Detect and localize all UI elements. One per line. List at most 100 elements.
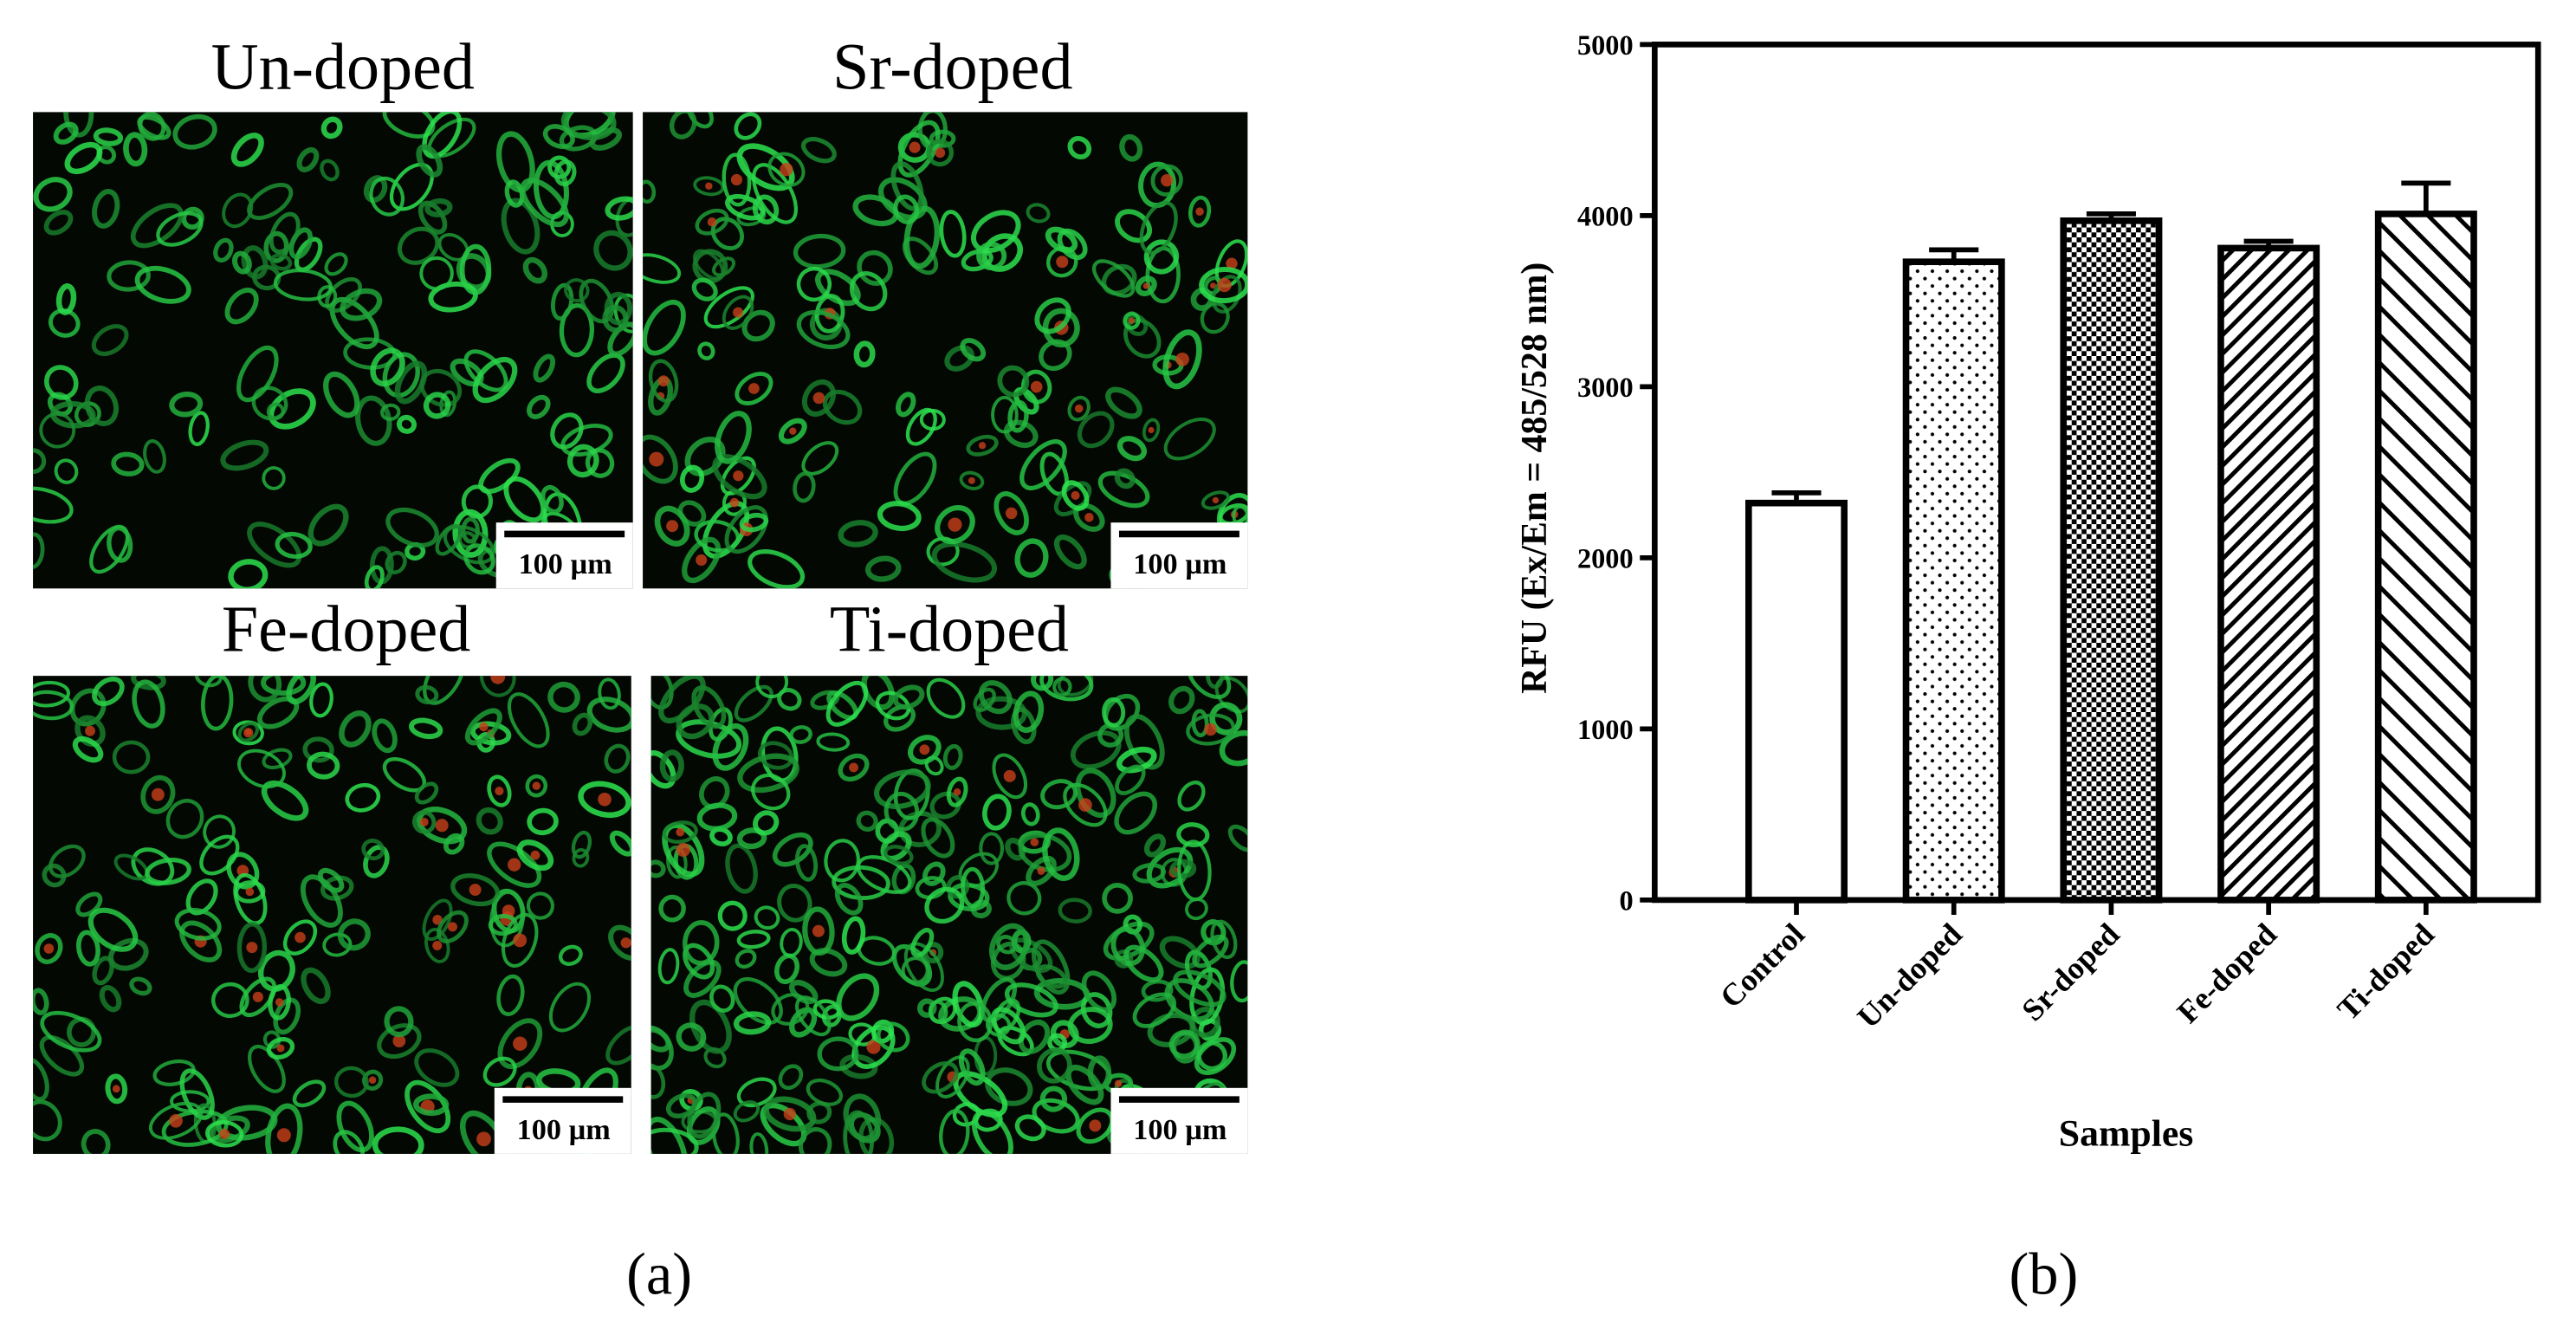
cell — [292, 1079, 327, 1108]
cell-nucleus — [953, 787, 961, 796]
cell-nucleus — [508, 858, 521, 872]
cell — [717, 900, 748, 931]
cell — [105, 1073, 128, 1105]
cell — [777, 688, 802, 711]
cell — [1115, 209, 1153, 243]
cell — [991, 1007, 1026, 1045]
cell-nucleus — [1056, 256, 1069, 269]
cell — [301, 967, 331, 1005]
cell — [959, 470, 985, 490]
y-tick-label: 0 — [1619, 885, 1633, 916]
cell — [1201, 490, 1230, 510]
cell — [715, 411, 752, 464]
cell — [1176, 822, 1210, 848]
cell — [1203, 275, 1223, 295]
cell — [450, 358, 484, 387]
y-tick-label: 5000 — [1577, 29, 1634, 61]
cell — [323, 371, 360, 418]
y-tick-label: 3000 — [1577, 372, 1634, 403]
cell-nucleus — [909, 141, 921, 153]
cell — [753, 810, 780, 836]
cell — [877, 501, 922, 532]
cell-nucleus — [252, 991, 263, 1002]
cell — [72, 736, 104, 763]
cell — [876, 1021, 910, 1053]
cell — [1077, 411, 1115, 449]
cell — [64, 141, 103, 175]
cell — [416, 807, 468, 845]
cell — [463, 543, 495, 575]
cell — [605, 196, 633, 221]
cell — [488, 914, 518, 936]
cell — [905, 407, 937, 446]
cell — [703, 286, 754, 329]
cell — [572, 848, 590, 868]
cell — [233, 872, 268, 925]
cell — [789, 725, 812, 744]
cell — [733, 1100, 761, 1123]
cell — [275, 531, 313, 559]
cell — [834, 883, 864, 916]
cell — [654, 505, 690, 547]
cell — [1123, 311, 1141, 330]
cell — [145, 857, 191, 885]
cell — [1058, 898, 1092, 923]
cell — [91, 324, 129, 356]
cell — [1105, 386, 1142, 419]
cell — [1135, 275, 1157, 297]
cell — [1194, 1037, 1237, 1075]
cell — [566, 444, 599, 478]
cell-nucleus — [43, 943, 55, 954]
cell — [589, 126, 623, 151]
cell — [81, 1129, 111, 1154]
cell — [874, 769, 931, 809]
cell-nucleus — [276, 1128, 291, 1143]
cell-nucleus — [676, 842, 690, 857]
cell — [720, 456, 756, 496]
y-tick-label: 2000 — [1577, 542, 1634, 574]
cell — [650, 750, 676, 789]
cell — [261, 676, 307, 696]
cell-nucleus — [513, 1036, 527, 1051]
cell — [369, 176, 405, 217]
cell — [520, 178, 569, 228]
cell — [33, 532, 45, 569]
scale-bar-label: 100 µm — [1133, 1113, 1227, 1146]
cell — [35, 933, 63, 964]
cell — [527, 807, 559, 836]
cell — [793, 233, 846, 269]
cell — [801, 441, 839, 476]
cell-nucleus — [1074, 404, 1084, 413]
cell — [382, 112, 436, 139]
cell — [734, 684, 773, 723]
cell — [986, 1013, 1012, 1037]
cell — [586, 353, 625, 393]
cell — [247, 1044, 286, 1093]
cell — [361, 838, 385, 861]
cell — [734, 112, 762, 140]
cell — [643, 179, 657, 204]
cell-nucleus — [733, 470, 744, 482]
cell-nucleus — [748, 383, 760, 394]
cell — [236, 345, 279, 403]
cell — [414, 781, 439, 805]
cell — [131, 847, 175, 886]
cell — [1185, 898, 1208, 921]
cell — [693, 176, 725, 197]
cell — [695, 208, 729, 236]
cell — [1063, 782, 1108, 827]
cell — [87, 907, 139, 952]
cell-nucleus — [707, 217, 717, 227]
cell — [63, 112, 94, 138]
cell — [883, 845, 914, 865]
cell — [691, 685, 727, 729]
cell — [928, 1000, 948, 1024]
cell — [689, 999, 732, 1054]
cell — [1163, 418, 1216, 461]
cell — [800, 136, 837, 164]
cell — [1026, 203, 1051, 224]
cell — [419, 368, 463, 407]
cell — [320, 159, 340, 182]
cell-nucleus — [1114, 1079, 1123, 1087]
